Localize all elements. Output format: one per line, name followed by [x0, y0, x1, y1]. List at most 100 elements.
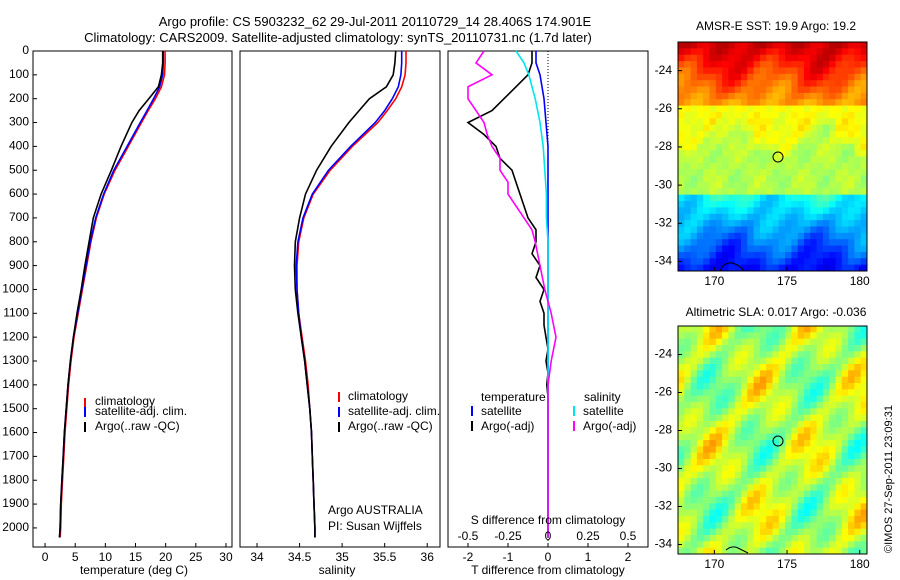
map-cell	[822, 137, 830, 145]
map-cell	[841, 446, 849, 454]
map-cell	[841, 226, 849, 234]
map-cell	[766, 446, 773, 454]
map-cell	[829, 497, 836, 504]
map-cell	[772, 213, 780, 221]
map-cell	[715, 86, 723, 94]
map-cell	[778, 232, 786, 240]
map-cell	[816, 547, 824, 555]
map-cell	[816, 370, 824, 378]
map-cell	[785, 61, 792, 68]
map-cell	[684, 446, 691, 454]
map-cell	[848, 345, 855, 352]
map-cell	[772, 383, 780, 390]
map-cell	[747, 175, 754, 183]
depth-tick-label: 1300	[2, 353, 29, 367]
map-cell	[841, 118, 849, 126]
map-cell	[747, 370, 754, 378]
map-cell	[829, 42, 836, 49]
map-cell	[822, 402, 830, 409]
map-cell	[759, 131, 767, 138]
map-cell	[753, 137, 761, 145]
map-cell	[797, 80, 805, 87]
map-cell	[772, 440, 780, 447]
map-cell	[684, 351, 691, 359]
map-cell	[841, 389, 849, 397]
map-cell	[854, 535, 862, 542]
map-cell	[678, 137, 685, 145]
map-cell	[728, 357, 736, 365]
map-cell	[766, 156, 773, 164]
map-cell	[747, 345, 754, 352]
map-cell	[678, 169, 685, 176]
map-cell	[678, 251, 685, 259]
map-cell	[753, 251, 761, 259]
map-cell	[804, 239, 811, 246]
map-cell	[835, 522, 843, 530]
map-cell	[835, 111, 843, 119]
map-cell	[841, 131, 849, 138]
map-cell	[728, 383, 736, 390]
map-cell	[804, 389, 811, 397]
map-cell	[696, 169, 704, 176]
map-cell	[860, 326, 868, 333]
map-cell	[785, 478, 792, 485]
map-cell	[741, 452, 748, 460]
map-cell	[734, 452, 742, 460]
map-cell	[684, 67, 691, 75]
map-cell	[747, 465, 754, 473]
map-cell	[804, 522, 811, 530]
map-cell	[804, 207, 811, 215]
map-cell	[816, 220, 824, 227]
map-cell	[785, 245, 792, 253]
map-cell	[791, 433, 799, 441]
map-cell	[835, 427, 843, 435]
map-cell	[810, 509, 817, 517]
map-cell	[854, 156, 862, 164]
map-cell	[822, 497, 830, 504]
map-cell	[766, 395, 773, 403]
map-cell	[753, 150, 761, 157]
series-line-argo	[293, 50, 397, 538]
map-cell	[753, 535, 761, 542]
map-cell	[766, 201, 773, 208]
map-cell	[709, 156, 717, 164]
map-cell	[841, 345, 849, 352]
map-cell	[860, 61, 868, 68]
map-cell	[703, 251, 710, 259]
map-cell	[722, 497, 729, 504]
map-cell	[772, 376, 780, 384]
map-cell	[690, 351, 698, 359]
map-cell	[797, 465, 805, 473]
map-cell	[766, 541, 773, 549]
map-cell	[696, 207, 704, 215]
depth-tick-label: 1200	[2, 329, 29, 343]
map-cell	[816, 528, 824, 536]
map-cell	[747, 389, 754, 397]
map-cell	[678, 440, 685, 447]
map-cell	[791, 220, 799, 227]
map-cell	[810, 131, 817, 138]
map-cell	[848, 61, 855, 68]
map-cell	[848, 389, 855, 397]
sla-coastline	[725, 546, 749, 554]
map-cell	[848, 150, 855, 157]
map-cell	[684, 156, 691, 164]
map-cell	[829, 389, 836, 397]
legend-label-climatology: climatology	[95, 394, 155, 408]
map-cell	[728, 67, 736, 75]
map-cell	[791, 490, 799, 498]
map-cell	[854, 118, 862, 126]
map-cell	[822, 370, 830, 378]
map-cell	[734, 484, 742, 492]
map-cell	[703, 48, 710, 56]
map-cell	[854, 478, 862, 485]
map-y-tick-label: -26	[655, 101, 673, 115]
map-cell	[703, 150, 710, 157]
map-cell	[822, 131, 830, 138]
map-cell	[829, 67, 836, 75]
map-cell	[747, 427, 754, 435]
map-cell	[747, 357, 754, 365]
map-cell	[696, 547, 704, 555]
map-cell	[753, 414, 761, 422]
map-cell	[709, 421, 717, 428]
